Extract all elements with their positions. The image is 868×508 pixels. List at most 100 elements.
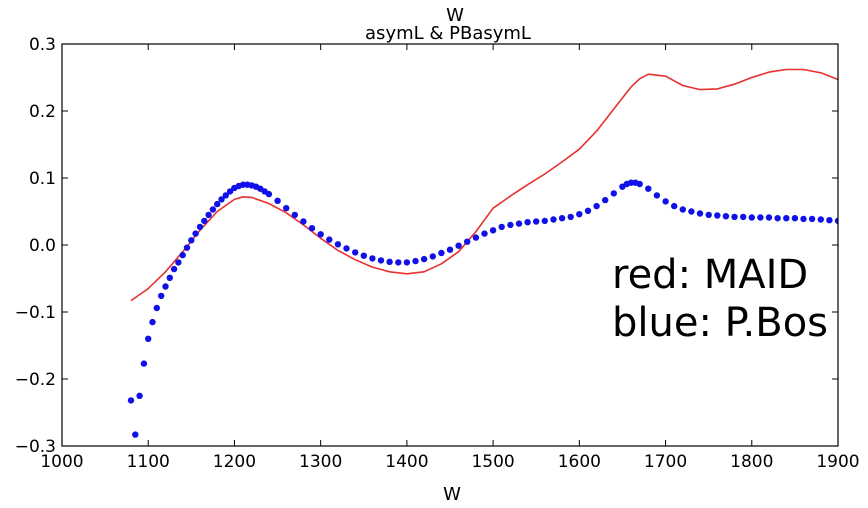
data-point <box>403 259 411 266</box>
data-point <box>610 190 617 197</box>
data-point <box>140 360 148 367</box>
data-point <box>317 231 324 238</box>
data-point <box>153 304 160 312</box>
data-point <box>412 257 419 265</box>
data-point <box>593 202 600 210</box>
data-point <box>541 217 548 225</box>
data-point <box>438 249 445 257</box>
data-point <box>136 392 143 399</box>
data-point <box>265 190 273 198</box>
data-point <box>145 335 152 342</box>
data-point <box>205 211 212 219</box>
x-tick-label: 1700 <box>644 452 687 472</box>
data-point <box>602 196 609 204</box>
chart-title: asymL & PBasymL <box>365 23 531 44</box>
x-tick-label: 1100 <box>127 452 170 472</box>
data-point <box>377 257 385 264</box>
data-point <box>550 216 557 223</box>
data-point <box>558 215 566 222</box>
data-point <box>567 213 574 221</box>
data-point <box>166 274 173 281</box>
x-tick-label: 1000 <box>40 452 83 472</box>
data-point <box>498 223 505 231</box>
y-tick-label: 0.1 <box>29 169 56 189</box>
data-point <box>291 211 298 219</box>
x-tick-label: 1300 <box>299 452 342 472</box>
data-point <box>429 253 436 260</box>
annotation-blue-pbos: blue: P.Bos <box>612 300 828 346</box>
data-point <box>188 237 195 244</box>
data-point <box>170 265 178 273</box>
data-point <box>386 258 393 265</box>
data-point <box>209 206 217 213</box>
y-tick-label: 0.0 <box>29 236 56 256</box>
data-point <box>826 217 833 224</box>
y-tick-label: 0.2 <box>29 102 56 122</box>
data-point <box>653 192 661 199</box>
data-point <box>196 223 204 231</box>
y-axis: 0.3 0.2 0.1 0.0 −0.1 −0.2 −0.3 <box>15 35 838 457</box>
data-point <box>132 431 139 438</box>
x-tick-label: 1600 <box>558 452 601 472</box>
data-point <box>636 180 643 188</box>
data-point <box>696 210 704 217</box>
data-point <box>274 197 281 204</box>
data-point <box>326 236 333 243</box>
data-point <box>158 292 165 300</box>
data-point <box>162 283 169 290</box>
data-point <box>783 215 790 222</box>
data-point <box>360 252 367 259</box>
data-point <box>175 259 182 266</box>
data-point <box>688 208 695 215</box>
data-point <box>343 245 350 252</box>
data-point <box>472 234 480 241</box>
data-point <box>765 214 773 221</box>
x-tick-label: 1400 <box>385 452 428 472</box>
data-point <box>524 219 531 226</box>
plot-frame <box>61 43 839 447</box>
top-axis-label: W <box>446 5 464 26</box>
data-point <box>446 246 454 253</box>
data-point <box>455 242 462 249</box>
data-point <box>352 249 359 256</box>
data-point <box>464 238 471 245</box>
data-point <box>515 220 523 227</box>
series-layer <box>127 68 838 438</box>
data-point <box>671 202 678 210</box>
x-axis-label: W <box>443 484 461 505</box>
data-point <box>808 215 816 223</box>
y-tick-label: 0.3 <box>29 35 56 55</box>
x-tick-label: 1900 <box>816 452 859 472</box>
series-line-maid <box>130 68 838 302</box>
data-point <box>201 217 208 225</box>
data-point <box>731 213 738 221</box>
data-point <box>507 221 514 229</box>
y-tick-label: −0.1 <box>15 303 56 323</box>
data-point <box>369 255 376 262</box>
x-tick-label: 1500 <box>471 452 514 472</box>
x-tick-label: 1800 <box>730 452 773 472</box>
data-point <box>192 230 199 237</box>
data-point <box>705 211 712 219</box>
data-point <box>481 230 488 237</box>
data-point <box>576 211 583 218</box>
data-point <box>183 244 191 251</box>
data-point <box>800 215 807 223</box>
data-point <box>127 397 135 404</box>
data-point <box>214 200 221 208</box>
data-point <box>226 188 234 195</box>
annotation-red-maid: red: MAID <box>612 252 808 298</box>
data-point <box>222 192 229 199</box>
data-point <box>817 216 824 223</box>
x-tick-label: 1200 <box>213 452 256 472</box>
data-point <box>283 205 290 212</box>
data-point <box>179 251 186 259</box>
data-point <box>420 255 428 263</box>
data-point <box>740 213 747 221</box>
data-point <box>791 215 799 222</box>
data-point <box>722 213 730 220</box>
data-point <box>757 214 764 221</box>
data-point <box>584 207 592 214</box>
data-point <box>334 241 342 248</box>
